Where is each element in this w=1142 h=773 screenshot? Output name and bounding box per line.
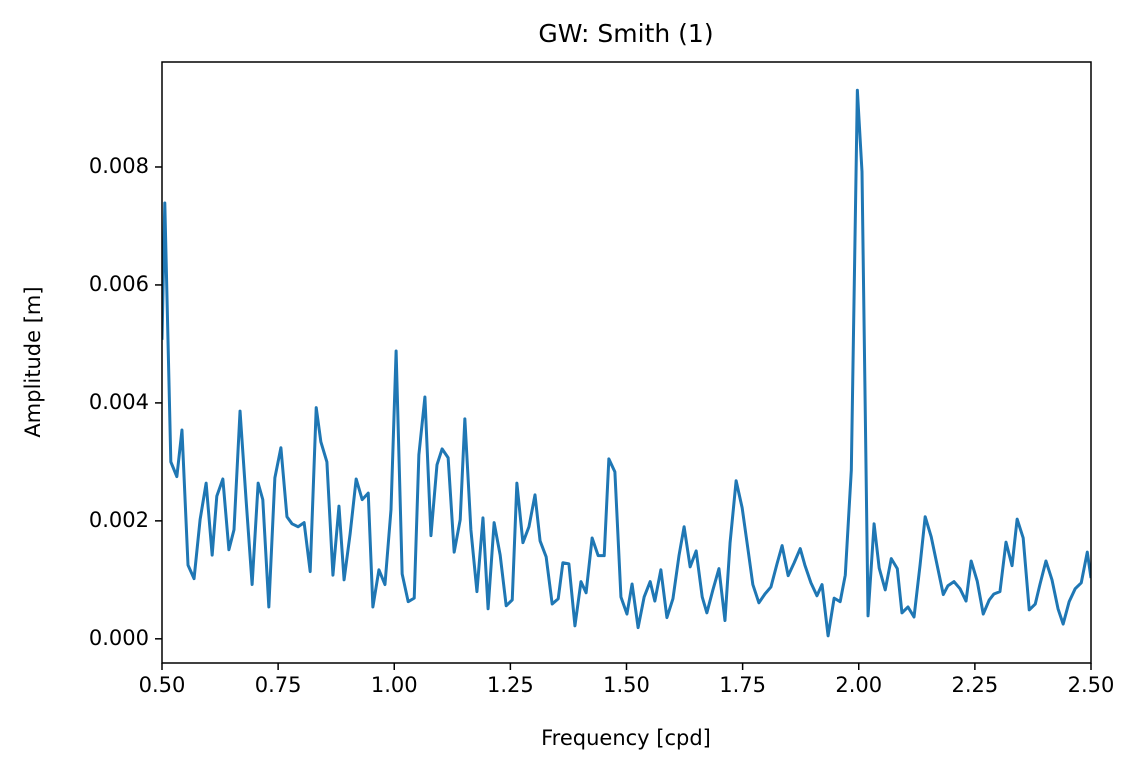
- chart-title: GW: Smith (1): [538, 19, 713, 48]
- y-axis-label: Amplitude [m]: [21, 286, 45, 437]
- x-tick-label: 2.00: [835, 673, 882, 697]
- x-tick-label: 2.50: [1068, 673, 1115, 697]
- data-line: [162, 88, 1091, 638]
- y-tick-label: 0.006: [89, 272, 149, 296]
- x-axis-label: Frequency [cpd]: [541, 726, 711, 750]
- x-tick-label: 1.25: [487, 673, 534, 697]
- y-tick-label: 0.000: [89, 626, 149, 650]
- x-tick-label: 1.75: [719, 673, 766, 697]
- y-tick-label: 0.002: [89, 508, 149, 532]
- y-tick-label: 0.004: [89, 390, 149, 414]
- x-tick-label: 1.50: [603, 673, 650, 697]
- y-tick-label: 0.008: [89, 154, 149, 178]
- x-tick-label: 1.00: [371, 673, 418, 697]
- plot-area: [162, 88, 1091, 638]
- x-tick-label: 0.75: [255, 673, 302, 697]
- x-tick-label: 0.50: [139, 673, 186, 697]
- x-tick-label: 2.25: [951, 673, 998, 697]
- axes-frame: [161, 61, 1092, 664]
